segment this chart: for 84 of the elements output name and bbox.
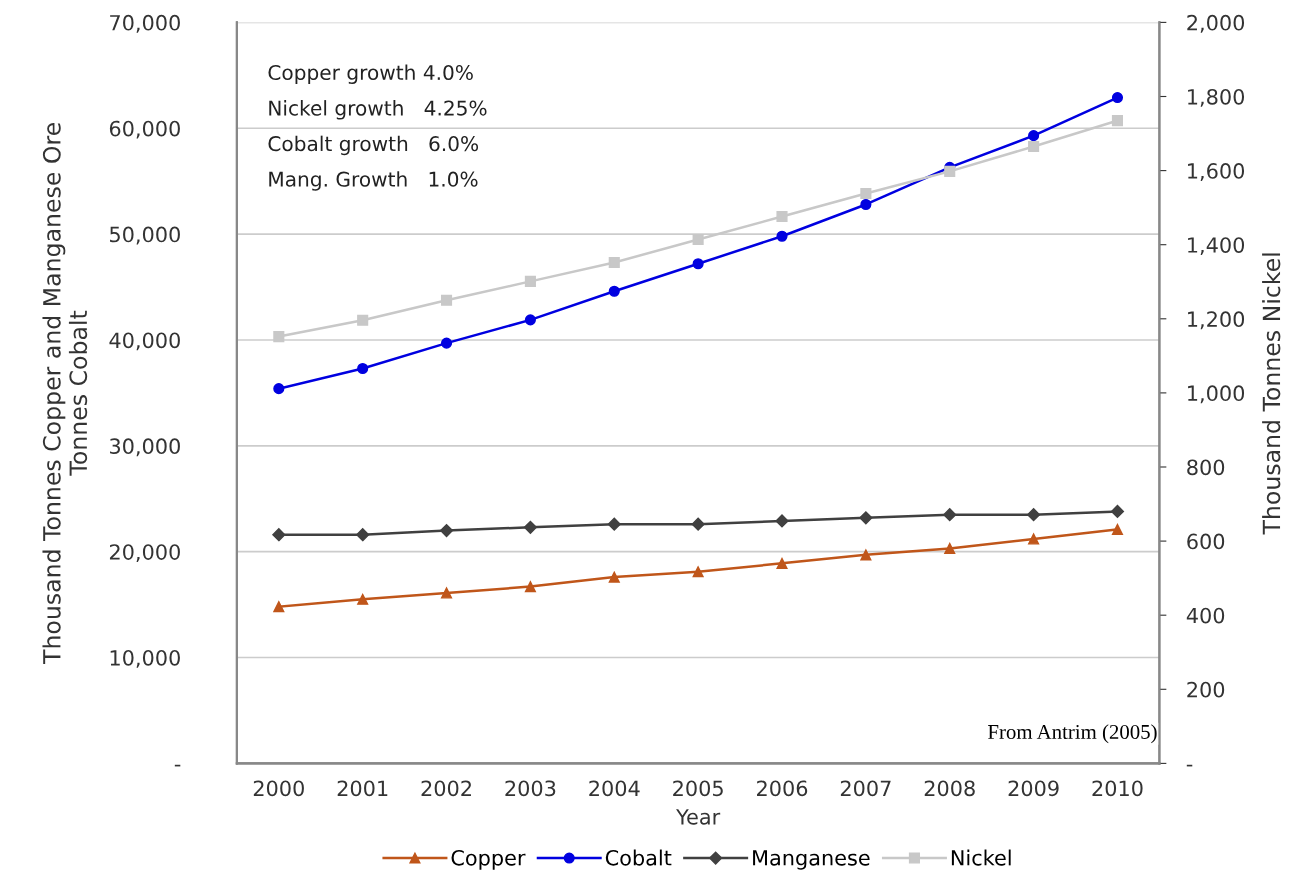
point — [273, 331, 285, 343]
point — [944, 165, 956, 177]
point — [1111, 115, 1124, 127]
point — [943, 508, 957, 522]
x-tick-label: 2000 — [253, 780, 304, 797]
point — [1110, 504, 1125, 519]
legend-label: Cobalt — [605, 849, 672, 866]
x-tick-label: 2003 — [505, 780, 556, 797]
point — [357, 314, 369, 326]
point — [272, 528, 286, 542]
annotation: From Antrim (2005) — [988, 724, 1157, 744]
point — [776, 230, 788, 242]
point — [1027, 508, 1041, 522]
y2-tick-label: 800 — [1187, 459, 1225, 476]
y2-tick-label: 1,800 — [1188, 88, 1245, 107]
point — [1111, 523, 1124, 536]
point — [1028, 130, 1040, 142]
point — [440, 337, 453, 349]
x-tick-label: 2004 — [589, 780, 640, 797]
y2-tick-label: 200 — [1187, 681, 1225, 698]
legend-label: Nickel — [951, 849, 1011, 866]
y2-tick-label: 1,400 — [1188, 237, 1245, 256]
x-tick-label: 2001 — [337, 780, 388, 797]
x-tick-label: 2006 — [757, 780, 808, 797]
point — [608, 256, 620, 269]
legend-label: Manganese — [753, 850, 870, 870]
y2-tick-label: 2,000 — [1187, 14, 1245, 33]
point — [1028, 533, 1040, 545]
point — [860, 198, 872, 211]
point — [356, 528, 370, 542]
point — [357, 593, 369, 605]
x-tick-label: 2009 — [1008, 780, 1059, 797]
point — [523, 520, 537, 534]
point — [439, 523, 454, 538]
y2-axis-title: Thousand Tonnes Nickel — [1262, 253, 1281, 535]
point — [944, 542, 956, 555]
point — [524, 314, 536, 326]
x-tick-label: 2008 — [924, 780, 975, 797]
point — [608, 285, 620, 297]
annotation: Cobalt growth 6.0% — [268, 135, 479, 156]
legend-label: Copper — [451, 849, 526, 870]
point — [524, 581, 536, 593]
x-tick-label: 2010 — [1092, 780, 1143, 797]
point — [608, 571, 620, 583]
y-tick-label: 70,000 — [110, 14, 180, 33]
y2-tick-label: 600 — [1187, 533, 1225, 550]
y-tick-label: 20,000 — [109, 544, 180, 563]
point — [440, 587, 453, 599]
y2-tick-label: 400 — [1186, 607, 1225, 624]
point — [775, 514, 789, 528]
y2-tick-label: 1,000 — [1188, 385, 1245, 404]
y-tick-label: 30,000 — [110, 438, 180, 457]
point — [776, 557, 788, 569]
point — [273, 601, 285, 613]
y-axis-title: Thousand Tonnes Copper and Manganese Ore Tonnes Cobalt — [42, 123, 88, 665]
x-axis-title: Year — [676, 809, 721, 825]
x-tick-label: 2007 — [840, 780, 891, 797]
point — [524, 275, 536, 287]
point — [607, 517, 621, 531]
x-tick-label: 2002 — [421, 780, 471, 797]
annotation: Nickel growth 4.25% — [269, 100, 487, 120]
y2-tick-label: 1,200 — [1188, 311, 1245, 330]
y-tick-label: 50,000 — [110, 226, 180, 245]
point — [691, 517, 705, 531]
point — [692, 566, 704, 578]
point — [859, 511, 873, 525]
point — [1111, 92, 1124, 104]
y-tick-label: - — [174, 764, 181, 767]
point — [860, 549, 872, 561]
annotation: Copper growth 4.0% — [268, 64, 473, 85]
point — [440, 294, 453, 306]
y-tick-label: 40,000 — [109, 332, 180, 351]
point — [692, 258, 704, 270]
point — [1028, 140, 1040, 153]
y-tick-label: 10,000 — [110, 649, 180, 668]
point — [357, 362, 369, 375]
y2-tick-label: - — [1186, 764, 1193, 767]
x-tick-label: 2005 — [673, 780, 723, 797]
point — [273, 383, 285, 395]
y-tick-label: 60,000 — [109, 120, 180, 139]
annotation: Mang. Growth 1.0% — [269, 171, 478, 191]
y2-tick-label: 1,600 — [1188, 163, 1245, 181]
point — [860, 188, 872, 200]
point — [776, 210, 788, 223]
